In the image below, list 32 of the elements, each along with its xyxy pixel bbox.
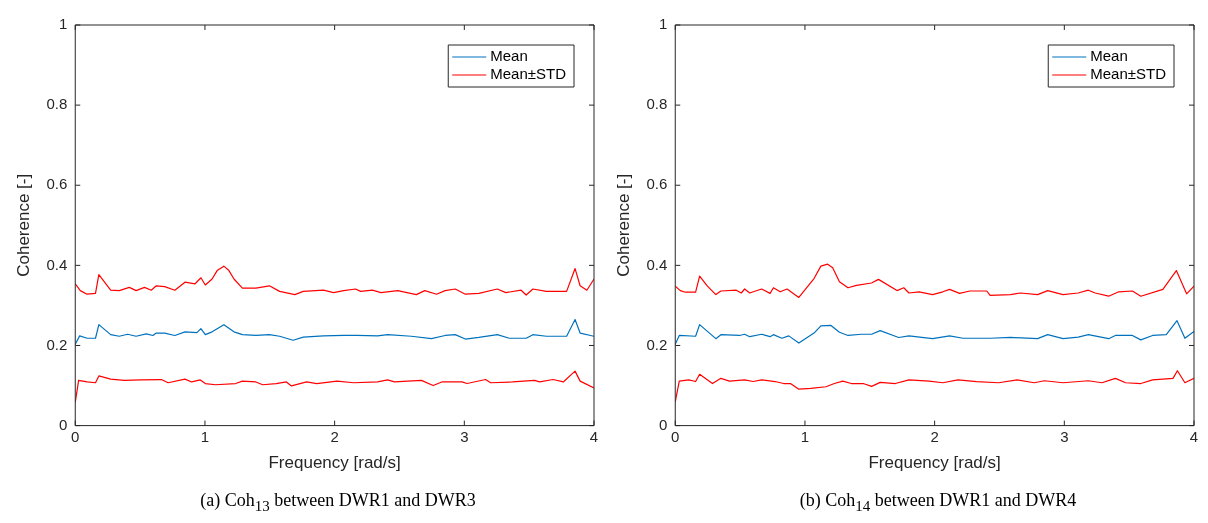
y-tick-label: 0.4 <box>646 255 668 273</box>
y-tick-label: 0 <box>58 415 68 433</box>
y-tick-label: 0.2 <box>646 335 668 353</box>
text: (a) Coh$_{13}$ between DWR1 and DWR3 <box>199 490 477 515</box>
x-tick-label: 0 <box>671 427 680 445</box>
x-tick-label: 3 <box>1060 427 1069 445</box>
y-tick-label: 0.2 <box>46 335 68 353</box>
x-axis-title: Frequency [rad/s] <box>868 453 1001 473</box>
x-tick-label: 1 <box>200 427 210 445</box>
y-tick-label: 0.6 <box>46 175 68 193</box>
text: (b) Coh$_{14}$ between DWR1 and DWR4 <box>798 490 1078 515</box>
legend-label: Mean <box>1090 47 1128 65</box>
x-axis-title: Frequency [rad/s] <box>268 453 401 473</box>
y-axis-title: Coherence [-] <box>613 173 633 277</box>
legend-label: Mean±STD <box>490 65 567 83</box>
x-tick-label: 3 <box>460 427 469 445</box>
legend-label: Mean <box>490 47 528 65</box>
y-axis-title: Coherence [-] <box>13 173 33 277</box>
x-tick-label: 4 <box>589 427 599 445</box>
legend-label: Mean±STD <box>1090 65 1167 83</box>
y-tick-label: 0.6 <box>646 175 668 193</box>
y-tick-label: 0 <box>658 415 668 433</box>
x-tick-label: 2 <box>930 427 939 445</box>
x-tick-label: 0 <box>71 427 80 445</box>
x-tick-label: 1 <box>800 427 810 445</box>
x-tick-label: 4 <box>1189 427 1199 445</box>
y-tick-label: 0.8 <box>46 95 68 113</box>
y-tick-label: 0.4 <box>46 255 68 273</box>
y-tick-label: 0.8 <box>646 95 668 113</box>
x-tick-label: 2 <box>330 427 339 445</box>
y-tick-label: 1 <box>658 15 668 33</box>
y-tick-label: 1 <box>58 15 68 33</box>
